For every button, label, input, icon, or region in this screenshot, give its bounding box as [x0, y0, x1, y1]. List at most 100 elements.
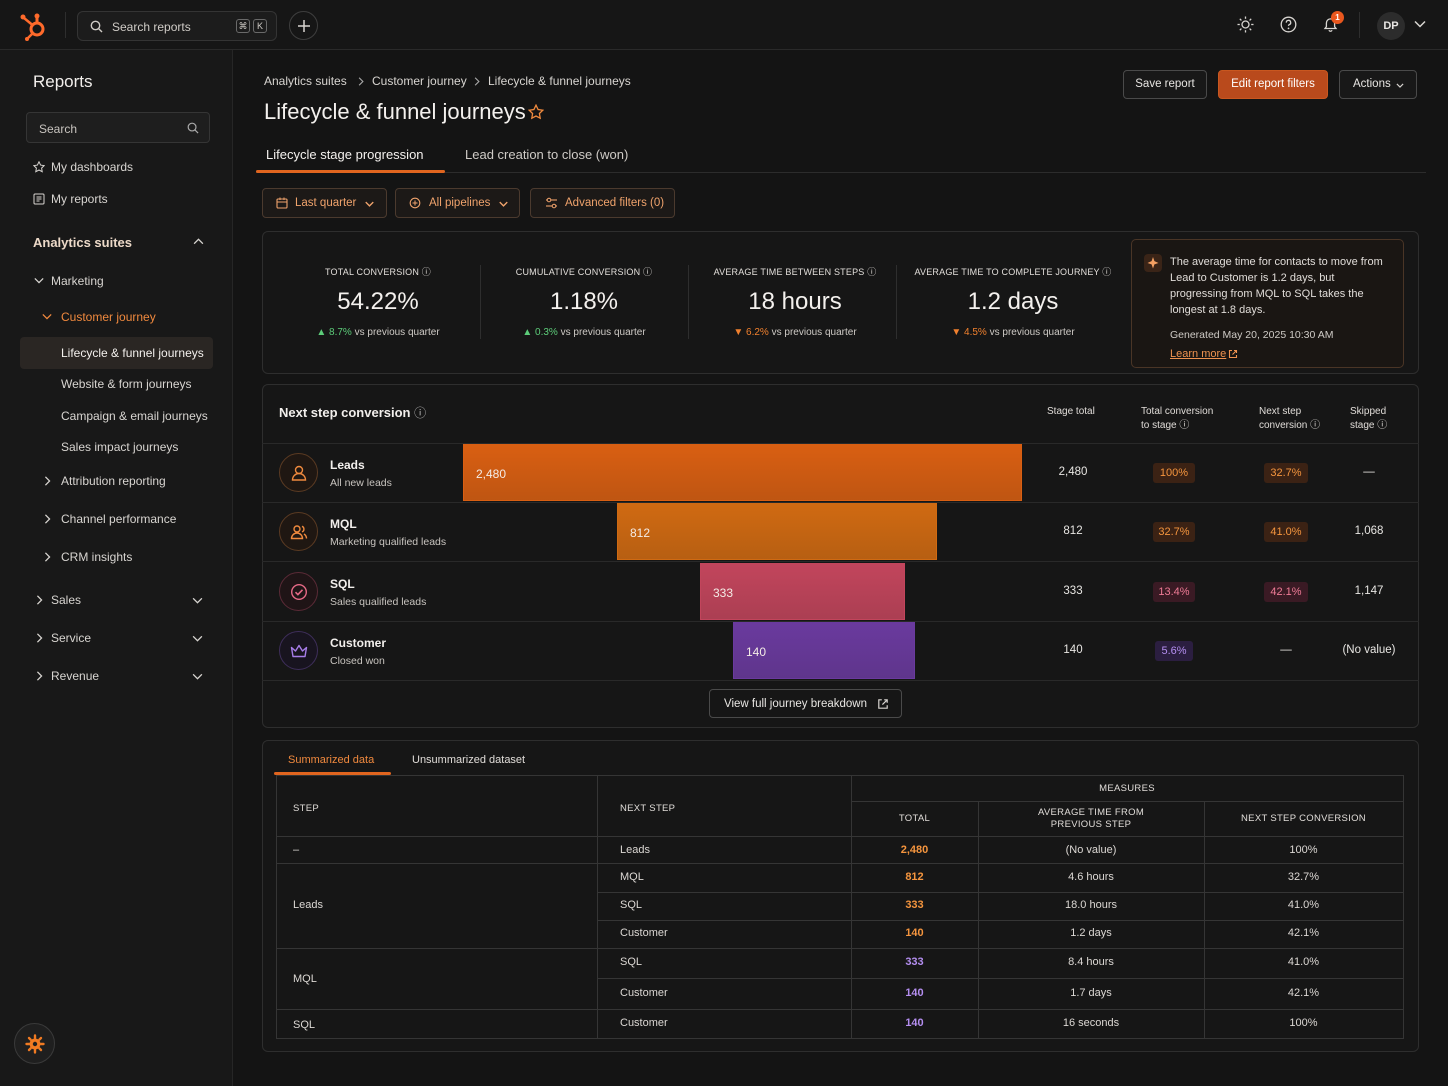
total-conversion-pill: 100% [1153, 463, 1195, 483]
breadcrumb-analytics-suites[interactable]: Analytics suites [264, 74, 347, 88]
theme-sun-icon[interactable] [1237, 16, 1254, 33]
kpi-delta-row: ▲ 8.7% vs previous quarter [283, 327, 473, 338]
info-icon[interactable]: ⓘ [1310, 420, 1321, 431]
funnel-bar-sql[interactable]: 333 [700, 563, 905, 620]
info-icon[interactable]: ⓘ [1179, 420, 1190, 431]
kpi-label: AVERAGE TIME BETWEEN STEPS [713, 267, 865, 277]
kpi-divider [896, 265, 897, 339]
col-divider [851, 776, 852, 1038]
kpi-label: CUMULATIVE CONVERSION [515, 267, 641, 277]
funnel-bar-mql[interactable]: 812 [617, 503, 937, 560]
gear-icon [25, 1034, 45, 1054]
sidebar-item-customer-journey[interactable]: Customer journey [42, 308, 212, 328]
user-avatar[interactable]: DP [1377, 12, 1405, 40]
col-header-line: PREVIOUS STEP [1050, 819, 1132, 830]
kpi-value: 1.2 days [967, 288, 1059, 315]
kpi-cumulative-conversion: CUMULATIVE CONVERSION ⓘ 1.18% ▲ 0.3% vs … [489, 265, 679, 338]
row-divider [262, 621, 1419, 622]
kpi-compare: vs previous quarter [989, 327, 1075, 338]
breadcrumb-current: Lifecycle & funnel journeys [488, 74, 631, 88]
next-step-cell: SQL [620, 899, 643, 911]
actions-dropdown-button[interactable]: Actions [1339, 70, 1417, 99]
sidebar-item-label: Campaign & email journeys [61, 409, 208, 423]
info-icon[interactable]: ⓘ [867, 267, 877, 277]
kpi-divider [480, 265, 481, 339]
col-header-line-row: to stage ⓘ [1141, 419, 1213, 433]
col-header-line: Next step [1259, 406, 1302, 417]
tab-summarized-data[interactable]: Summarized data [288, 754, 375, 766]
funnel-bar-customer[interactable]: 140 [733, 622, 915, 679]
info-icon[interactable]: ⓘ [643, 267, 653, 277]
row-divider [851, 801, 1403, 802]
kpi-delta: 4.5% [964, 327, 987, 338]
hubspot-logo-icon[interactable] [18, 10, 50, 42]
info-icon[interactable]: ⓘ [1377, 420, 1388, 431]
sidebar-item-label: My reports [51, 192, 108, 206]
date-range-filter[interactable]: Last quarter [262, 188, 387, 218]
tab-lifecycle-stage-progression[interactable]: Lifecycle stage progression [266, 147, 424, 162]
chevron-down-icon [192, 635, 203, 642]
kpi-avg-time-complete-journey: AVERAGE TIME TO COMPLETE JOURNEY ⓘ 1.2 d… [903, 265, 1123, 338]
sidebar-item-attribution[interactable]: Attribution reporting [42, 472, 212, 492]
sliders-icon [546, 197, 557, 209]
kpi-compare: vs previous quarter [354, 327, 440, 338]
save-report-button[interactable]: Save report [1123, 70, 1207, 99]
chevron-right-icon [44, 514, 51, 524]
kpi-delta: 8.7% [329, 327, 352, 338]
sidebar-search-input[interactable]: Search [26, 112, 210, 143]
col-header-step: STEP [293, 803, 320, 814]
sidebar-item-my-dashboards[interactable]: My dashboards [33, 158, 213, 178]
view-full-journey-button[interactable]: View full journey breakdown [709, 689, 902, 718]
sidebar-item-label: Channel performance [61, 512, 177, 526]
stage-icon-sql [279, 572, 318, 611]
chevron-down-icon [42, 313, 52, 320]
info-icon[interactable]: ⓘ [421, 267, 431, 277]
row-divider [262, 680, 1419, 681]
sidebar-item-my-reports[interactable]: My reports [33, 190, 213, 210]
col-header-line: conversion [1259, 420, 1308, 431]
favorite-star-icon[interactable] [528, 104, 544, 120]
sidebar-item-revenue[interactable]: Revenue [34, 667, 206, 687]
sidebar-item-marketing[interactable]: Marketing [33, 272, 213, 292]
active-subtab-indicator [274, 772, 391, 775]
settings-gear-button[interactable] [14, 1023, 55, 1064]
sidebar-item-crm[interactable]: CRM insights [42, 548, 212, 568]
advanced-filters-button[interactable]: Advanced filters (0) [530, 188, 675, 218]
breadcrumb-customer-journey[interactable]: Customer journey [372, 74, 467, 88]
learn-more-link[interactable]: Learn more [1170, 348, 1238, 360]
col-header-line: Total conversion [1141, 406, 1214, 417]
trend-down-icon: ▼ [951, 327, 962, 338]
account-chevron-down-icon[interactable] [1414, 20, 1426, 28]
skipped-stage: 1,147 [1354, 585, 1384, 597]
pipelines-filter[interactable]: All pipelines [395, 188, 520, 218]
sidebar-item-channel[interactable]: Channel performance [42, 510, 212, 530]
kpi-label-row: CUMULATIVE CONVERSION ⓘ [489, 265, 679, 278]
person-icon [291, 465, 307, 481]
sidebar-item-label: Lifecycle & funnel journeys [61, 346, 204, 360]
col-divider [1204, 801, 1205, 1038]
kpi-value: 18 hours [748, 288, 842, 315]
page-title: Lifecycle & funnel journeys [264, 99, 526, 124]
tab-lead-creation-to-close[interactable]: Lead creation to close (won) [465, 147, 629, 162]
create-button[interactable] [289, 11, 318, 40]
funnel-bar-label: 812 [630, 526, 651, 540]
funnel-bar-leads[interactable]: 2,480 [463, 444, 1022, 501]
sidebar-section-analytics-suites[interactable]: Analytics suites [33, 234, 213, 254]
notification-count-badge: 1 [1331, 11, 1344, 24]
help-icon[interactable] [1280, 16, 1297, 33]
total-cell: 140 [905, 1017, 924, 1029]
next-step-cell: Customer [620, 1017, 668, 1029]
info-icon[interactable]: ⓘ [414, 406, 427, 420]
sidebar-item-service[interactable]: Service [34, 629, 206, 649]
sidebar-item-label: Revenue [51, 669, 100, 683]
edit-report-filters-button[interactable]: Edit report filters [1218, 70, 1328, 99]
row-divider [597, 892, 1403, 893]
conversion-cell: 32.7% [1287, 871, 1320, 883]
search-reports-input[interactable]: Search reports ⌘ K [77, 11, 277, 41]
ai-insight-card: The average time for contacts to move fr… [1131, 239, 1404, 368]
row-divider [262, 443, 1419, 444]
tab-unsummarized-dataset[interactable]: Unsummarized dataset [412, 754, 526, 766]
skipped-stage: — [1363, 466, 1375, 478]
sidebar-item-sales[interactable]: Sales [34, 591, 206, 611]
info-icon[interactable]: ⓘ [1102, 267, 1112, 277]
